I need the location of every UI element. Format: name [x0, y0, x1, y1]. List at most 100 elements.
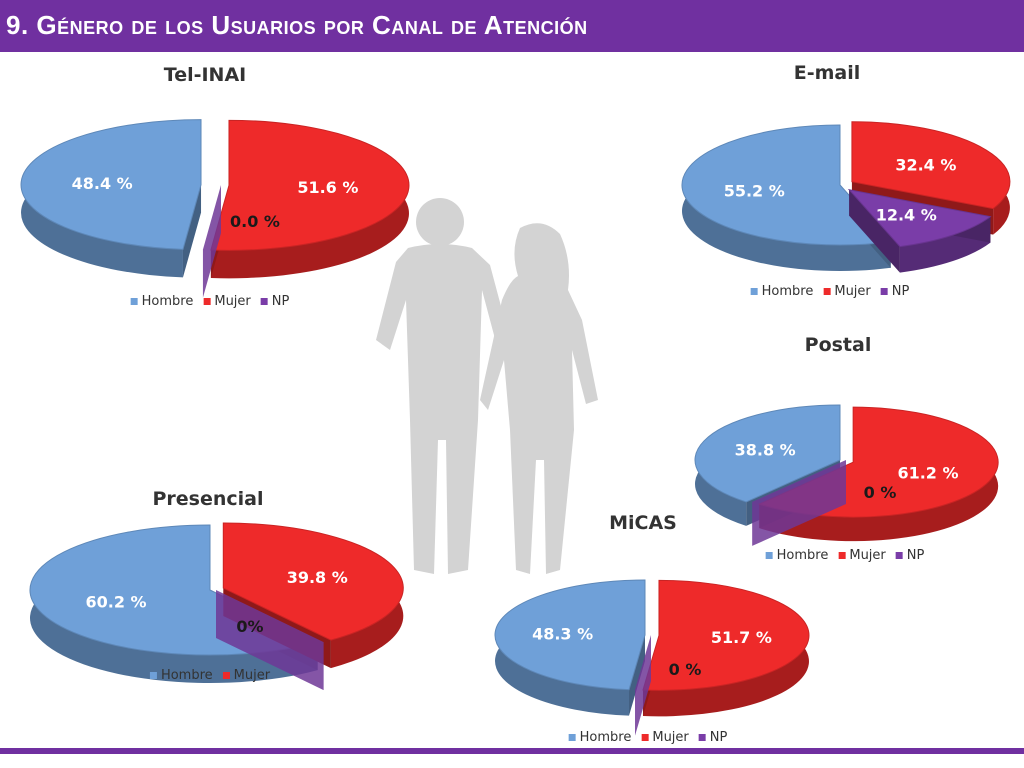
legend-label: NP	[271, 294, 290, 309]
legend-swatch	[765, 552, 773, 559]
legend-item-np: NP	[895, 548, 925, 563]
legend-label: Hombre	[761, 284, 814, 299]
legend-label: Hombre	[776, 548, 829, 563]
chart-presencial: Presencial 60.2 % 39.8 % 0% Hombre Mujer	[0, 0, 460, 700]
data-label: 12.4 %	[876, 206, 937, 225]
legend-item-mujer: Mujer	[823, 284, 871, 299]
pie-slice-zero	[216, 590, 324, 691]
legend-swatch	[149, 672, 157, 679]
legend-label: NP	[891, 284, 910, 299]
pie-slice-wall	[629, 635, 645, 716]
pie-slice-zero	[752, 460, 846, 546]
chart-legend: Hombre Mujer NP	[130, 294, 290, 309]
pie-slice-top	[847, 188, 992, 248]
couple-silhouette-icon	[376, 198, 598, 574]
pie-plot: 55.2 % 32.4 % 12.4 %	[681, 121, 1011, 273]
pie-slice-hombre	[494, 579, 646, 716]
pie-slice-np	[752, 460, 846, 546]
data-label: 0 %	[864, 483, 897, 502]
legend-item-np: NP	[698, 730, 728, 745]
legend-swatch	[838, 552, 846, 559]
chart-legend: Hombre Mujer NP	[750, 284, 910, 299]
legend-item-np: NP	[260, 294, 290, 309]
pie-slice-np	[847, 188, 992, 273]
legend-swatch	[698, 734, 706, 741]
data-label: 0.0 %	[230, 212, 280, 231]
chart-legend: Hombre Mujer NP	[765, 548, 925, 563]
legend-swatch	[641, 734, 649, 741]
data-label: 48.3 %	[532, 624, 593, 643]
legend-item-mujer: Mujer	[203, 294, 251, 309]
pie-slice-zero	[202, 185, 221, 298]
data-label: 39.8 %	[287, 568, 348, 587]
pie-plot: 38.8 % 61.2 %0 %	[694, 404, 999, 546]
pie-slice-np	[635, 635, 651, 736]
legend-swatch	[222, 672, 230, 679]
data-label: 61.2 %	[897, 464, 958, 483]
legend-label: Mujer	[214, 294, 251, 309]
data-label: 55.2 %	[724, 181, 785, 200]
legend-label: Mujer	[834, 284, 871, 299]
legend-label: Mujer	[652, 730, 689, 745]
chart-legend: Hombre Mujer	[149, 668, 271, 683]
pie-slice-top	[694, 404, 841, 503]
pie-slice-top	[494, 579, 646, 691]
page-title: 9. Género de los Usuarios por Canal de A…	[6, 10, 588, 40]
data-label: 48.4 %	[72, 174, 133, 193]
legend-label: NP	[906, 548, 925, 563]
chart-title: MiCAS	[609, 512, 677, 534]
pie-plot: 48.4 % 51.6 % 0.0 %	[20, 119, 410, 298]
legend-label: Hombre	[160, 668, 213, 683]
legend-item-mujer: Mujer	[641, 730, 689, 745]
legend-label: Hombre	[141, 294, 194, 309]
legend-swatch	[203, 298, 211, 305]
pie-slice-np	[216, 590, 324, 691]
pie-slice-top	[642, 579, 810, 691]
data-label: 0%	[236, 617, 263, 636]
pie-slice-top	[681, 124, 892, 246]
legend-item-hombre: Hombre	[765, 548, 829, 563]
data-label: 38.8 %	[735, 441, 796, 460]
legend-swatch	[260, 298, 268, 305]
data-label: 0 %	[669, 660, 702, 679]
legend-item-hombre: Hombre	[750, 284, 814, 299]
data-label: 60.2 %	[86, 592, 147, 611]
pie-slice-np	[202, 185, 221, 298]
legend-item-hombre: Hombre	[130, 294, 194, 309]
chart-tel-inai: Tel-INAI 48.4 % 51.6 % 0.0 % Hombre Mujer NP	[0, 52, 440, 322]
pie-slice-wall	[849, 189, 900, 273]
chart-title: Tel-INAI	[163, 64, 247, 86]
data-label: 51.6 %	[297, 178, 358, 197]
chart-email: E-mail 55.2 % 32.4 % 12.4 % Hombre Mujer NP	[0, 52, 1024, 312]
legend-label: Hombre	[579, 730, 632, 745]
pie-slice-zero	[635, 635, 651, 736]
legend-label: Mujer	[233, 668, 271, 683]
legend-label: NP	[709, 730, 728, 745]
legend-item-hombre: Hombre	[568, 730, 632, 745]
legend-item-mujer: Mujer	[838, 548, 886, 563]
chart-title: E-mail	[793, 62, 861, 84]
legend-item-np: NP	[880, 284, 910, 299]
legend-swatch	[823, 288, 831, 295]
legend-swatch	[568, 734, 576, 741]
chart-legend: Hombre Mujer NP	[568, 730, 728, 745]
pie-slice-wall	[182, 184, 202, 278]
pie-slice-top	[222, 522, 404, 641]
legend-item-hombre: Hombre	[149, 668, 213, 683]
chart-title: Presencial	[152, 488, 264, 510]
footer-bar	[0, 748, 1024, 754]
pie-slice-top	[210, 119, 410, 251]
legend-swatch	[750, 288, 758, 295]
legend-swatch	[880, 288, 888, 295]
pie-slice-top	[20, 119, 202, 250]
pie-slice-hombre	[20, 119, 202, 278]
pie-slice-top	[851, 121, 1011, 210]
header-bar: 9. Género de los Usuarios por Canal de A…	[0, 0, 1024, 52]
legend-item-mujer: Mujer	[222, 668, 271, 683]
data-label: 51.7 %	[711, 628, 772, 647]
chart-title: Postal	[804, 334, 872, 356]
data-label: 32.4 %	[895, 155, 956, 174]
pie-plot: 60.2 % 39.8 % 0%	[29, 522, 404, 691]
